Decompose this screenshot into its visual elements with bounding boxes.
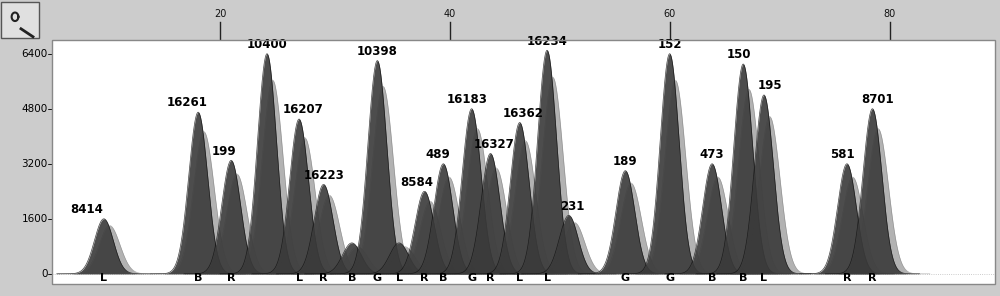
Text: R: R xyxy=(319,273,328,283)
Text: G: G xyxy=(621,273,630,283)
Text: 16207: 16207 xyxy=(282,103,323,116)
Text: 16327: 16327 xyxy=(474,138,515,151)
Text: R: R xyxy=(486,273,495,283)
Text: B: B xyxy=(439,273,448,283)
Text: 189: 189 xyxy=(613,155,638,168)
Text: L: L xyxy=(516,273,523,283)
Text: R: R xyxy=(868,273,877,283)
Text: 3200: 3200 xyxy=(22,159,48,169)
Text: 581: 581 xyxy=(830,148,855,161)
Text: 199: 199 xyxy=(211,144,236,157)
Text: 6400: 6400 xyxy=(22,49,48,59)
Text: 231: 231 xyxy=(560,200,585,213)
Text: B: B xyxy=(739,273,747,283)
Text: 152: 152 xyxy=(657,38,682,51)
Text: 16223: 16223 xyxy=(303,169,344,182)
Text: R: R xyxy=(843,273,851,283)
Text: 10400: 10400 xyxy=(247,38,287,51)
Text: G: G xyxy=(373,273,382,283)
Text: 8584: 8584 xyxy=(400,176,433,189)
Text: 489: 489 xyxy=(425,148,450,161)
Text: G: G xyxy=(467,273,476,283)
FancyBboxPatch shape xyxy=(1,2,39,38)
Text: 16362: 16362 xyxy=(503,107,544,120)
Text: 10398: 10398 xyxy=(357,45,398,58)
Text: 150: 150 xyxy=(726,48,751,61)
Text: B: B xyxy=(708,273,716,283)
Text: 20: 20 xyxy=(214,9,226,19)
Text: 4800: 4800 xyxy=(22,104,48,114)
Text: 8414: 8414 xyxy=(70,203,103,216)
Text: B: B xyxy=(194,273,202,283)
Text: 16261: 16261 xyxy=(166,96,207,110)
Text: L: L xyxy=(296,273,303,283)
Text: B: B xyxy=(348,273,356,283)
Text: 40: 40 xyxy=(444,9,456,19)
Text: 0: 0 xyxy=(41,269,48,279)
Text: 16234: 16234 xyxy=(527,35,568,48)
Text: 1600: 1600 xyxy=(22,214,48,224)
Text: G: G xyxy=(665,273,674,283)
Text: 16183: 16183 xyxy=(446,93,487,106)
Text: L: L xyxy=(544,273,551,283)
Text: R: R xyxy=(420,273,429,283)
Text: R: R xyxy=(227,273,235,283)
Text: 8701: 8701 xyxy=(861,93,893,106)
Text: 80: 80 xyxy=(884,9,896,19)
Text: 195: 195 xyxy=(757,79,782,92)
Text: 473: 473 xyxy=(700,148,724,161)
Text: L: L xyxy=(100,273,107,283)
Polygon shape xyxy=(12,12,18,21)
Text: L: L xyxy=(396,273,403,283)
Text: 60: 60 xyxy=(664,9,676,19)
Text: L: L xyxy=(760,273,767,283)
